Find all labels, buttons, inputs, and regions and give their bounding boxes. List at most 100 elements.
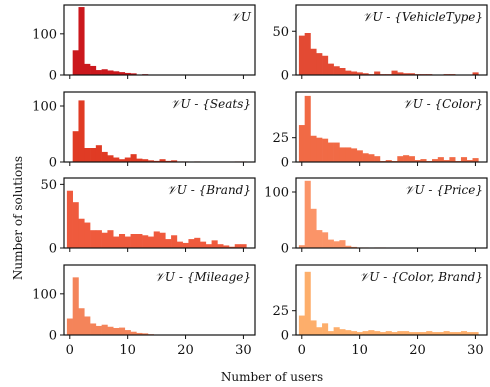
histogram-bar xyxy=(223,245,230,248)
histogram-panel: 0 100 𝒱U - {Price} xyxy=(264,177,488,257)
histogram-bar xyxy=(298,245,305,248)
histogram-bar xyxy=(327,239,334,248)
histogram-bar xyxy=(426,331,433,335)
histogram-bar xyxy=(101,151,108,162)
y-tick-label: 50 xyxy=(40,178,57,193)
histogram-bar xyxy=(316,53,323,75)
histogram-bar xyxy=(368,330,375,335)
histogram-bar xyxy=(408,332,415,335)
histogram-bar xyxy=(333,241,340,248)
histogram-bar xyxy=(339,240,346,248)
histogram-bar xyxy=(339,147,346,162)
y-tick-label: 0 xyxy=(281,69,289,84)
histogram-bar xyxy=(403,331,410,335)
histogram-bar xyxy=(113,236,120,248)
histogram-bar xyxy=(159,159,166,162)
histogram-bar xyxy=(397,331,404,335)
histogram-bar xyxy=(72,131,79,162)
x-tick-label: 0 xyxy=(66,343,74,358)
histogram-bar xyxy=(78,308,85,335)
histogram-bar xyxy=(322,323,329,335)
axes-frame xyxy=(63,177,256,249)
histogram-bar xyxy=(107,230,114,248)
y-tick-label: 50 xyxy=(272,25,289,40)
histogram-bar xyxy=(345,70,352,75)
bars xyxy=(298,180,387,248)
bars xyxy=(298,95,479,162)
histogram-bar xyxy=(95,230,102,248)
histogram-bar xyxy=(118,159,126,162)
histogram-panel: 0 25 𝒱U - {Color} xyxy=(272,91,488,171)
y-tick-label: 0 xyxy=(49,156,57,171)
histogram-bar xyxy=(72,50,79,75)
histogram-bar xyxy=(333,327,340,335)
histogram-bar xyxy=(95,325,102,335)
histogram-bar xyxy=(72,202,79,248)
panel-title: 𝒱U - {VehicleType} xyxy=(362,10,483,24)
axes-frame xyxy=(63,91,256,163)
panel-title: 𝒱U - {Price} xyxy=(404,183,483,197)
histogram-bar xyxy=(327,331,334,335)
histogram-bar xyxy=(90,323,97,335)
axes-frame xyxy=(63,4,256,76)
y-tick-label: 0 xyxy=(49,69,57,84)
histogram-bar xyxy=(107,155,114,162)
histogram-bar xyxy=(78,218,85,248)
histogram-bar xyxy=(350,331,358,335)
histogram-bar xyxy=(205,244,212,248)
axes-frame xyxy=(295,91,488,163)
histogram-bar xyxy=(374,156,381,162)
y-axis-label: Number of solutions xyxy=(11,156,25,280)
axes-frame xyxy=(63,264,256,336)
histogram-bar xyxy=(107,70,114,75)
y-tick-label: 100 xyxy=(32,100,57,115)
histogram-bar xyxy=(322,138,329,162)
histogram-bar xyxy=(304,95,311,162)
histogram-bar xyxy=(356,72,363,75)
histogram-bar xyxy=(374,331,381,335)
histogram-bar xyxy=(90,65,97,75)
histogram-bar xyxy=(345,330,352,335)
histogram-bar xyxy=(472,72,479,75)
histogram-bar xyxy=(391,332,398,335)
histogram-bar xyxy=(420,332,427,335)
histogram-bar xyxy=(130,154,137,162)
histogram-bar xyxy=(165,239,172,248)
histogram-bar xyxy=(228,246,236,248)
histogram-bar xyxy=(194,237,201,248)
histogram-bar xyxy=(374,71,381,75)
histogram-bar xyxy=(379,332,387,335)
histogram-bar xyxy=(385,331,392,335)
histogram-bar xyxy=(211,240,218,248)
histogram-bar xyxy=(136,158,143,162)
histogram-bar xyxy=(130,73,137,75)
histogram-bar xyxy=(66,318,73,335)
histogram-bar xyxy=(113,157,120,162)
histogram-bar xyxy=(437,332,444,335)
histogram-bar xyxy=(362,331,369,335)
histogram-bar xyxy=(356,332,363,335)
histogram-bar xyxy=(107,326,114,335)
histogram-bar xyxy=(217,244,224,248)
bars xyxy=(66,277,166,335)
histogram-bar xyxy=(84,63,91,75)
histogram-bar xyxy=(78,100,85,162)
histogram-bar xyxy=(124,330,131,335)
histogram-bar xyxy=(304,271,311,335)
histogram-bar xyxy=(339,68,346,75)
histogram-bar xyxy=(298,35,305,75)
histogram-bar xyxy=(362,73,369,75)
histogram-bar xyxy=(159,232,166,248)
histogram-bar xyxy=(147,236,155,248)
histogram-bar xyxy=(304,33,311,75)
histogram-bar xyxy=(171,235,178,248)
histogram-bar xyxy=(188,239,195,248)
histogram-bar xyxy=(72,277,79,335)
histogram-bar xyxy=(66,190,73,248)
histogram-bar xyxy=(84,148,91,162)
histogram-bar xyxy=(443,331,450,335)
bars xyxy=(72,7,149,75)
histogram-bar xyxy=(345,147,352,162)
histogram-bar xyxy=(234,244,241,248)
histogram-bar xyxy=(316,230,323,248)
